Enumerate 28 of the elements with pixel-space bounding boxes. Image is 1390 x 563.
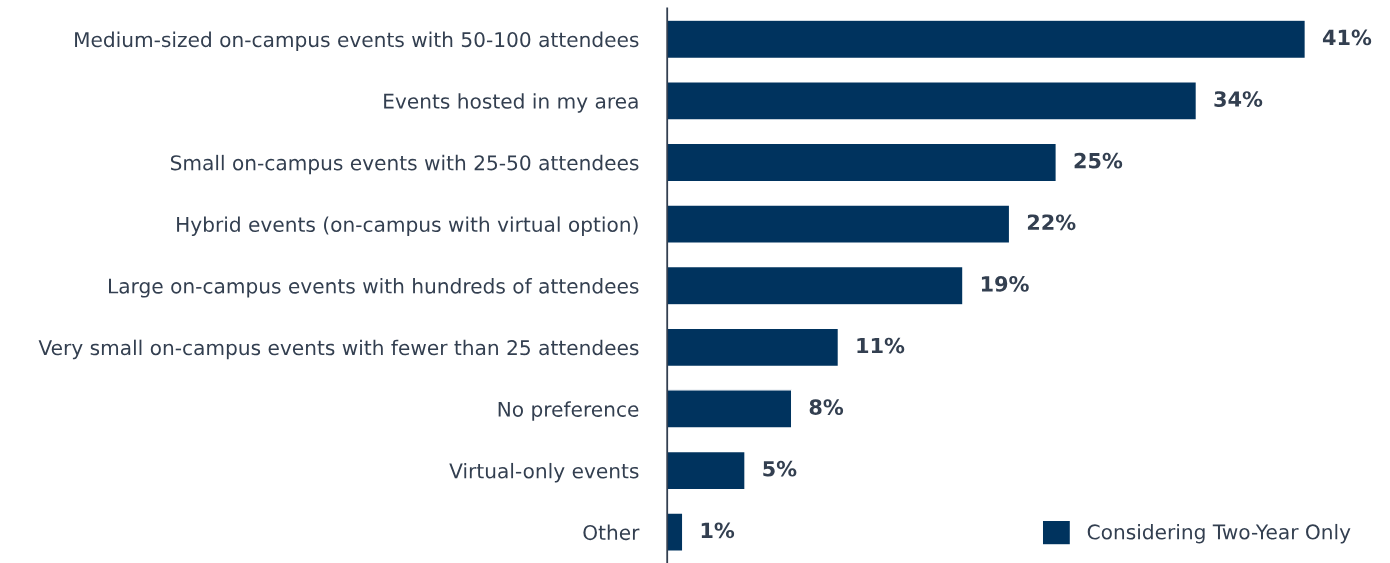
bar [667, 142, 1058, 183]
y-tick-label: Small on-campus events with 25-50 attendees [170, 154, 639, 175]
y-tick-label: Very small on-campus events with fewer than 25 attendees [38, 339, 639, 360]
data-label: 41% [1322, 29, 1372, 46]
bar [667, 19, 1307, 60]
bar [667, 265, 964, 306]
y-tick-label: Hybrid events (on-campus with virtual option) [177, 216, 638, 236]
data-label: 8% [809, 399, 844, 415]
data-label: 22% [1027, 214, 1076, 231]
y-tick-label: No preference [498, 401, 639, 421]
data-label: 5% [763, 460, 797, 477]
data-label: 11% [857, 337, 905, 354]
y-tick-label: Large on-campus events with hundreds of attendees [109, 278, 639, 298]
data-label: 25% [1074, 152, 1123, 169]
data-label: 19% [981, 276, 1029, 292]
legend-label: Considering Two-Year Only [1087, 523, 1351, 544]
y-tick-label: Other [583, 524, 640, 541]
bar [667, 204, 1011, 244]
y-tick-label: Events hosted in my area [384, 93, 638, 113]
data-label: 34% [1214, 91, 1263, 107]
bar [667, 450, 746, 491]
bar [667, 81, 1198, 121]
data-label: 1% [701, 522, 735, 539]
bar [667, 512, 684, 552]
bar [667, 389, 793, 429]
y-tick-label: Virtual-only events [449, 462, 639, 483]
bar [667, 327, 840, 368]
y-tick-label: Medium-sized on-campus events with 50-100 attendees [75, 31, 639, 52]
